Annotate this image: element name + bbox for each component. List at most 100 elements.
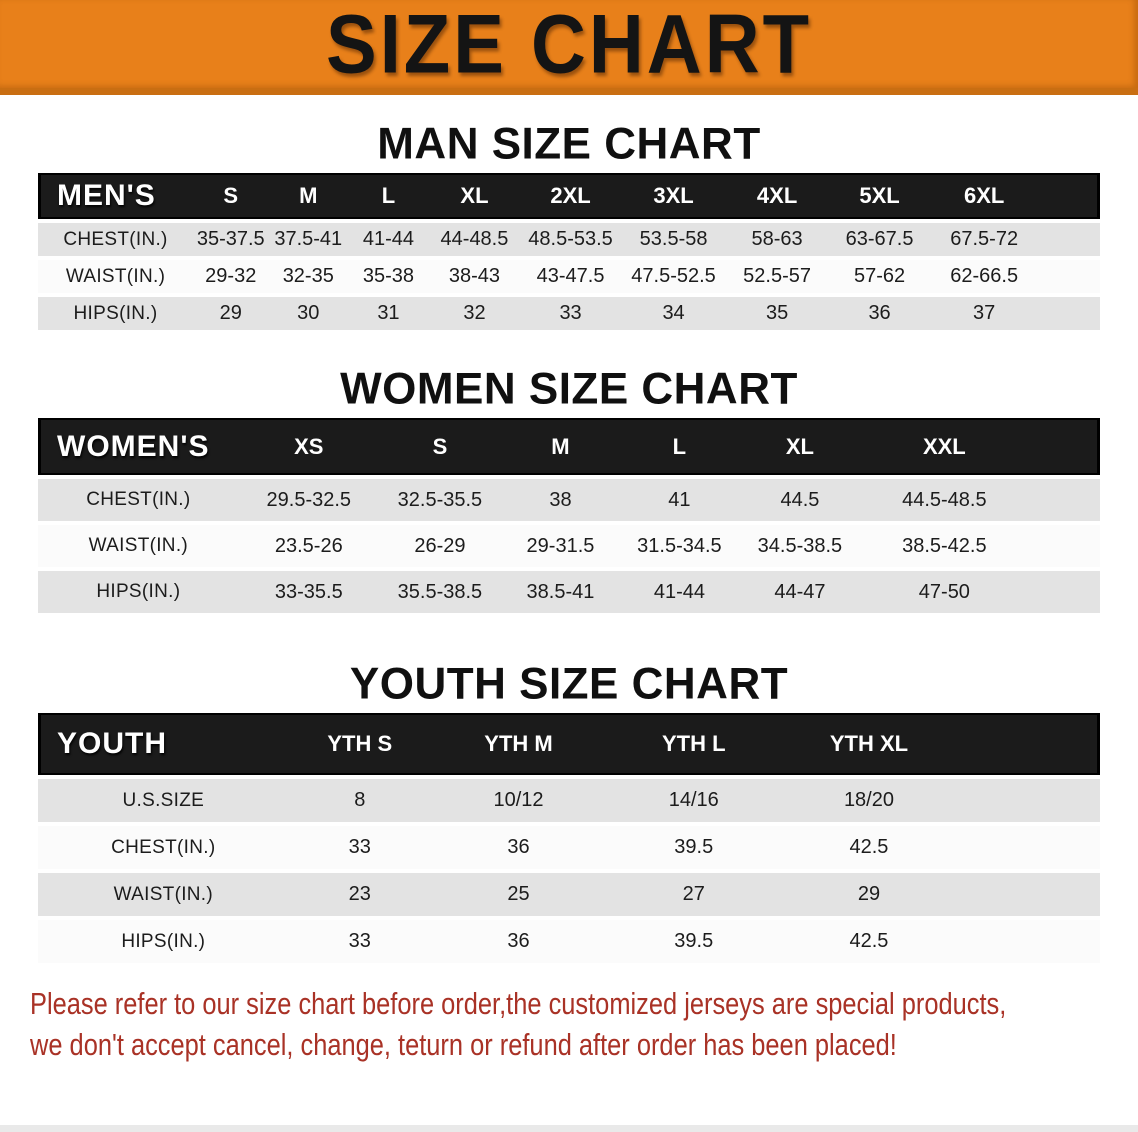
size-value: 39.5 [606, 826, 782, 869]
size-value: 29-32 [193, 260, 269, 293]
womens-col-header-l: L [619, 418, 739, 475]
womens-col-header-m: M [501, 418, 620, 475]
size-value: 48.5-53.5 [520, 223, 621, 256]
womens-size-table: WOMEN'S XS S M L XL XXL CHEST(IN.) 29.5-… [38, 414, 1100, 617]
youth-waist-row: WAIST(IN.) 23 25 27 29 [38, 873, 1100, 916]
mens-corner-label: MEN'S [38, 173, 194, 219]
size-value: 31 [348, 297, 429, 330]
row-label: HIPS(IN.) [38, 571, 239, 613]
row-filler [1027, 479, 1100, 521]
order-policy-note: Please refer to our size chart before or… [30, 983, 1138, 1065]
size-value: 67.5-72 [931, 223, 1038, 256]
youth-col-header-m: YTH M [430, 713, 607, 775]
size-value: 31.5-34.5 [619, 525, 739, 567]
size-value: 29.5-32.5 [238, 479, 379, 521]
size-value: 44.5-48.5 [861, 479, 1028, 521]
mens-header-filler [1037, 173, 1100, 219]
size-value: 38 [501, 479, 620, 521]
size-value: 25 [430, 873, 607, 916]
mens-chest-row: CHEST(IN.) 35-37.5 37.5-41 41-44 44-48.5… [38, 223, 1100, 256]
size-value: 33 [288, 826, 431, 869]
size-value: 37 [931, 297, 1038, 330]
size-value: 58-63 [726, 223, 829, 256]
size-value: 34.5-38.5 [738, 525, 861, 567]
men-section-heading: MAN SIZE CHART [377, 118, 761, 169]
row-filler [1037, 223, 1100, 256]
size-value: 37.5-41 [268, 223, 349, 256]
size-value: 8 [288, 779, 431, 822]
size-value: 42.5 [781, 920, 957, 963]
size-value: 33 [520, 297, 621, 330]
row-label: WAIST(IN.) [38, 525, 239, 567]
size-value: 41-44 [619, 571, 739, 613]
policy-line-2: we don't accept cancel, change, teturn o… [30, 1027, 897, 1062]
size-value: 35 [726, 297, 829, 330]
size-value: 38.5-42.5 [861, 525, 1028, 567]
youth-header-filler [956, 713, 1100, 775]
womens-col-header-xxl: XXL [861, 418, 1028, 475]
size-value: 43-47.5 [520, 260, 621, 293]
size-value: 44-47 [738, 571, 861, 613]
size-value: 34 [621, 297, 727, 330]
mens-hips-row: HIPS(IN.) 29 30 31 32 33 34 35 36 37 [38, 297, 1100, 330]
mens-header-row: MEN'S S M L XL 2XL 3XL 4XL 5XL 6XL [38, 173, 1100, 219]
size-value: 41 [619, 479, 739, 521]
womens-col-header-s: S [378, 418, 501, 475]
size-value: 10/12 [430, 779, 607, 822]
size-value: 26-29 [378, 525, 501, 567]
womens-corner-label: WOMEN'S [38, 418, 239, 475]
size-value: 32 [428, 297, 521, 330]
size-value: 36 [430, 826, 607, 869]
women-section-heading: WOMEN SIZE CHART [340, 363, 798, 414]
size-value: 53.5-58 [621, 223, 727, 256]
womens-col-header-xs: XS [238, 418, 379, 475]
mens-col-header-6xl: 6XL [931, 173, 1038, 219]
mens-col-header-5xl: 5XL [828, 173, 932, 219]
size-value: 41-44 [348, 223, 429, 256]
row-label: U.S.SIZE [38, 779, 289, 822]
size-value: 33 [288, 920, 431, 963]
womens-waist-row: WAIST(IN.) 23.5-26 26-29 29-31.5 31.5-34… [38, 525, 1100, 567]
youth-col-header-l: YTH L [606, 713, 782, 775]
size-value: 47-50 [861, 571, 1028, 613]
size-value: 36 [828, 297, 932, 330]
womens-col-header-xl: XL [738, 418, 861, 475]
youth-col-header-s: YTH S [288, 713, 431, 775]
size-value: 47.5-52.5 [621, 260, 727, 293]
womens-header-row: WOMEN'S XS S M L XL XXL [38, 418, 1100, 475]
row-label: CHEST(IN.) [38, 479, 239, 521]
youth-ussize-row: U.S.SIZE 8 10/12 14/16 18/20 [38, 779, 1100, 822]
row-filler [1027, 571, 1100, 613]
row-label: WAIST(IN.) [38, 873, 289, 916]
youth-corner-label: YOUTH [38, 713, 289, 775]
size-value: 42.5 [781, 826, 957, 869]
size-value: 32-35 [268, 260, 349, 293]
row-filler [956, 779, 1100, 822]
size-chart-banner: SIZE CHART [0, 0, 1138, 95]
bottom-edge-strip [0, 1125, 1138, 1132]
size-value: 29 [193, 297, 269, 330]
size-value: 63-67.5 [828, 223, 932, 256]
size-value: 62-66.5 [931, 260, 1038, 293]
size-value: 38.5-41 [501, 571, 620, 613]
row-label: CHEST(IN.) [38, 826, 289, 869]
size-value: 35-37.5 [193, 223, 269, 256]
womens-hips-row: HIPS(IN.) 33-35.5 35.5-38.5 38.5-41 41-4… [38, 571, 1100, 613]
size-value: 57-62 [828, 260, 932, 293]
banner-title: SIZE CHART [326, 0, 812, 91]
size-value: 38-43 [428, 260, 521, 293]
mens-col-header-2xl: 2XL [520, 173, 621, 219]
mens-waist-row: WAIST(IN.) 29-32 32-35 35-38 38-43 43-47… [38, 260, 1100, 293]
mens-col-header-4xl: 4XL [726, 173, 829, 219]
size-value: 36 [430, 920, 607, 963]
size-value: 23 [288, 873, 431, 916]
size-value: 14/16 [606, 779, 782, 822]
size-value: 30 [268, 297, 349, 330]
mens-col-header-3xl: 3XL [621, 173, 727, 219]
row-label: CHEST(IN.) [38, 223, 194, 256]
mens-size-table: MEN'S S M L XL 2XL 3XL 4XL 5XL 6XL CHEST… [38, 169, 1100, 334]
mens-col-header-l: L [348, 173, 429, 219]
size-value: 29 [781, 873, 957, 916]
youth-header-row: YOUTH YTH S YTH M YTH L YTH XL [38, 713, 1100, 775]
row-filler [1037, 297, 1100, 330]
